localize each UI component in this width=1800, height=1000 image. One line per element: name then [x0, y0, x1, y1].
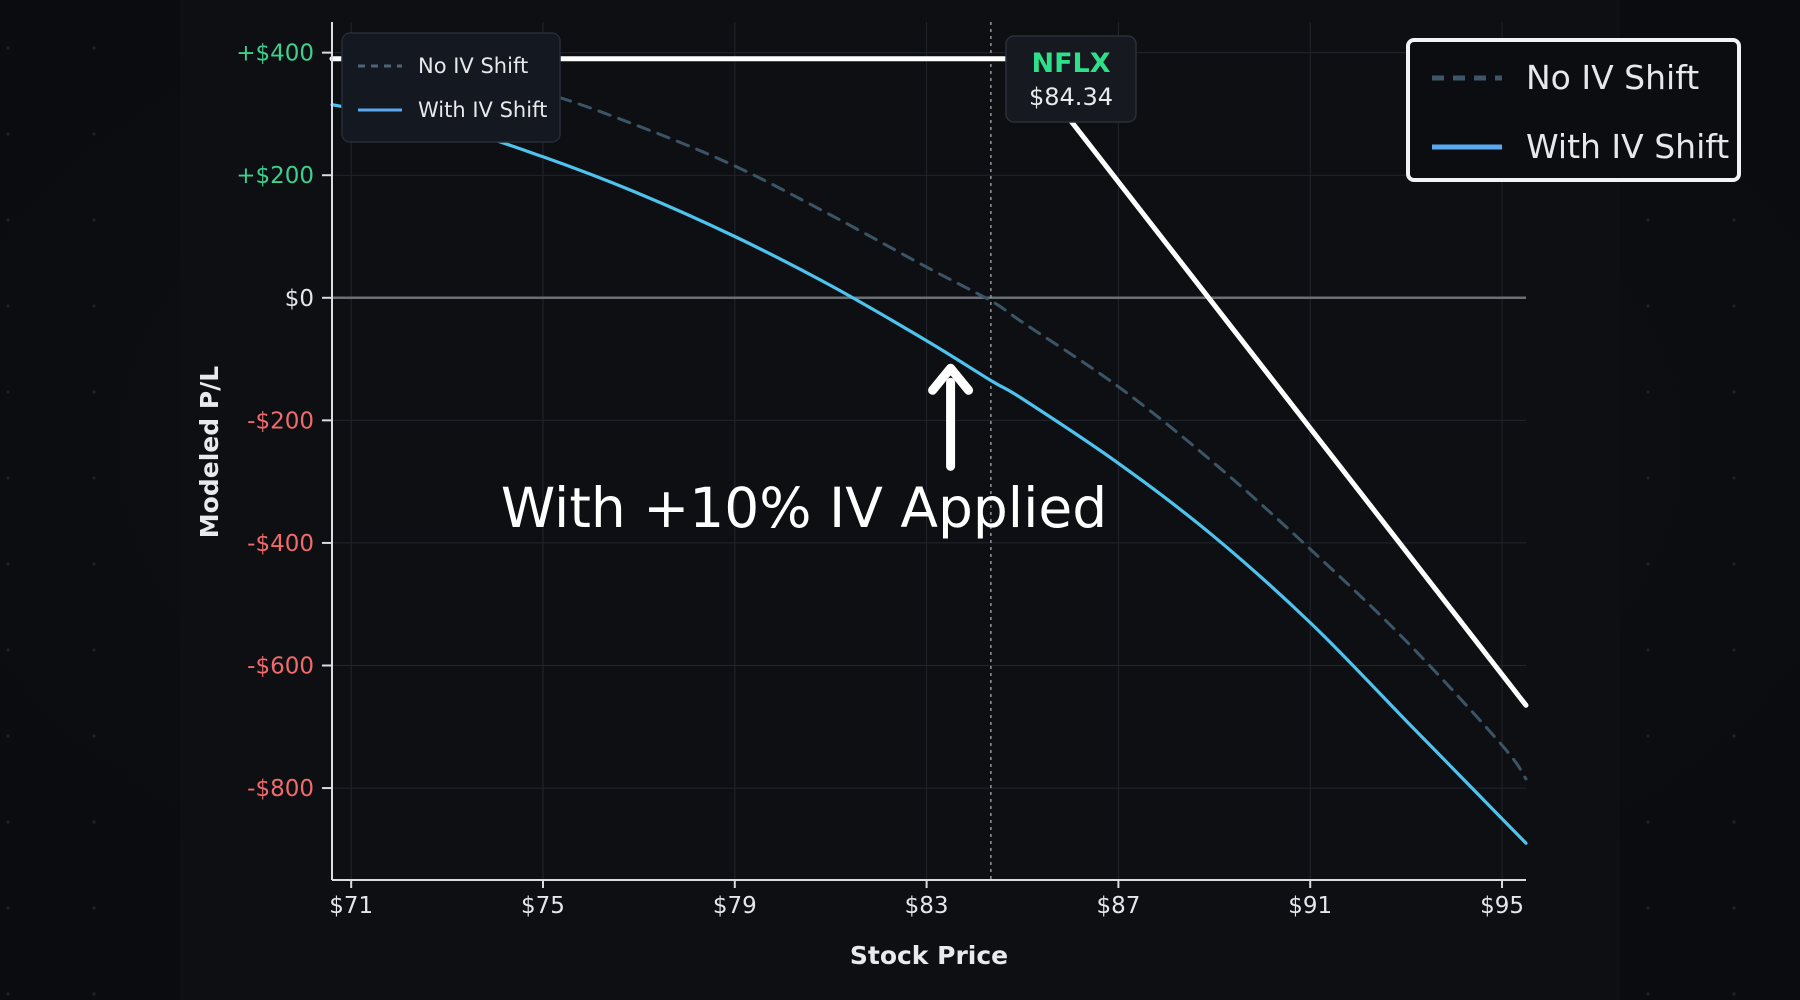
background-dot [6, 476, 10, 480]
background-dot [6, 46, 10, 50]
y-axis-title: Modeled P/L [195, 366, 224, 538]
background-dot [1646, 390, 1650, 394]
annotation: With +10% IV Applied [501, 363, 1107, 540]
background-dot [1646, 820, 1650, 824]
legend-outer-label-no-iv: No IV Shift [1526, 58, 1699, 97]
legend-inner-box [341, 32, 561, 143]
legend-inner-label-no-iv: No IV Shift [418, 54, 528, 78]
background-dot [92, 820, 96, 824]
background-dot [92, 562, 96, 566]
price-tag-value: $84.34 [1029, 83, 1113, 111]
background-dot [1646, 304, 1650, 308]
background-dot [1732, 562, 1736, 566]
plot-panel [180, 0, 1620, 1000]
background-dot [6, 820, 10, 824]
y-tick-label: $0 [285, 286, 314, 312]
y-tick-label: -$200 [247, 408, 314, 434]
axes [331, 22, 1526, 881]
background-dot [1732, 906, 1736, 910]
background-dot [6, 218, 10, 222]
y-tick-labels: +$400 +$200 $0 -$200 -$400 -$600 -$800 [236, 41, 332, 802]
legend-inner: No IV Shift With IV Shift [341, 32, 561, 143]
y-tick-label: +$400 [236, 41, 314, 67]
price-tag: NFLX $84.34 [1005, 35, 1137, 123]
price-tag-box [1005, 35, 1137, 123]
x-tick-label: $95 [1480, 893, 1524, 919]
background-dot [92, 648, 96, 652]
background-dot [1732, 734, 1736, 738]
legend-outer: No IV Shift With IV Shift [1406, 38, 1741, 182]
y-tick-label: -$600 [247, 654, 314, 680]
background-dot [1732, 218, 1736, 222]
background-dot [1732, 992, 1736, 996]
background-dot [1646, 992, 1650, 996]
background-dot [1732, 476, 1736, 480]
background-dot [92, 132, 96, 136]
x-tick-label: $79 [713, 893, 757, 919]
background-dot [1646, 476, 1650, 480]
background-dot [1646, 906, 1650, 910]
x-tick-label: $83 [905, 893, 949, 919]
legend-outer-label-with-iv: With IV Shift [1526, 127, 1729, 166]
background-dot [1732, 648, 1736, 652]
background-dot [92, 476, 96, 480]
y-tick-label: -$800 [247, 776, 314, 802]
background-dot [6, 562, 10, 566]
background-dot [1732, 390, 1736, 394]
x-tick-label: $75 [521, 893, 565, 919]
price-tag-ticker: NFLX [1031, 48, 1110, 79]
background-dot [92, 734, 96, 738]
annotation-text: With +10% IV Applied [501, 476, 1107, 540]
background-dot [92, 218, 96, 222]
x-tick-label: $87 [1096, 893, 1140, 919]
background-dot [6, 132, 10, 136]
series-line-no-iv-shift [330, 57, 1528, 781]
background-dot [92, 304, 96, 308]
x-tick-label: $91 [1288, 893, 1332, 919]
background-dot [6, 648, 10, 652]
y-tick-label: -$400 [247, 531, 314, 557]
background-dot [6, 734, 10, 738]
background-dot [6, 906, 10, 910]
annotation-arrow-head [928, 363, 974, 395]
legend-inner-label-with-iv: With IV Shift [418, 98, 547, 122]
background-dot [92, 46, 96, 50]
background-dot [1646, 562, 1650, 566]
series-line-with-iv-shift [330, 103, 1528, 845]
background-dot [6, 992, 10, 996]
grid [332, 22, 1526, 880]
background-dot [1732, 820, 1736, 824]
x-axis-title: Stock Price [850, 941, 1008, 970]
background-dot [92, 390, 96, 394]
background-dot [1646, 648, 1650, 652]
background-dot [92, 992, 96, 996]
background-dot [1732, 304, 1736, 308]
background-dot [6, 390, 10, 394]
y-tick-label: +$200 [236, 163, 314, 189]
x-tick-labels: $71 $75 $79 $83 $87 $91 $95 [329, 880, 1524, 919]
background-dot [6, 304, 10, 308]
background-dot [92, 906, 96, 910]
background-dot [1646, 734, 1650, 738]
background-dot [1646, 218, 1650, 222]
x-tick-label: $71 [329, 893, 373, 919]
